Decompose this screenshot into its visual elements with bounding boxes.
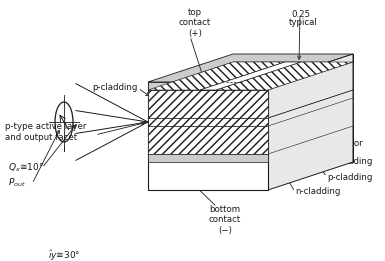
Text: 0.25: 0.25 [291,10,310,19]
Text: $Q_x$≅10°: $Q_x$≅10° [8,162,44,174]
Text: typical: typical [289,18,318,27]
Text: n-cladding: n-cladding [327,157,372,167]
Polygon shape [148,98,353,126]
Polygon shape [148,54,353,82]
Text: $\hat{\imath}y$≅30°: $\hat{\imath}y$≅30° [48,248,80,261]
Polygon shape [216,62,353,90]
Polygon shape [268,54,353,190]
Polygon shape [233,90,353,98]
Text: p-cladding: p-cladding [93,84,138,92]
Polygon shape [148,126,353,154]
Polygon shape [148,126,268,154]
Text: p-type active layer
and output facet: p-type active layer and output facet [5,122,86,142]
Text: top
contact
(+): top contact (+) [179,8,211,38]
Polygon shape [233,54,353,162]
Polygon shape [148,82,268,190]
Text: oxide
insulator: oxide insulator [325,128,363,148]
Text: n-cladding: n-cladding [295,187,340,197]
Text: p-cladding: p-cladding [327,173,372,181]
Polygon shape [148,90,268,118]
Polygon shape [148,154,268,162]
Polygon shape [148,118,268,126]
Polygon shape [148,82,268,90]
Polygon shape [148,62,353,90]
Polygon shape [233,98,353,126]
Polygon shape [148,90,353,118]
Polygon shape [200,62,301,90]
Polygon shape [233,62,353,90]
Text: $P_{out}$: $P_{out}$ [8,177,26,189]
Text: bottom
contact
(−): bottom contact (−) [209,205,241,235]
Polygon shape [148,62,285,90]
